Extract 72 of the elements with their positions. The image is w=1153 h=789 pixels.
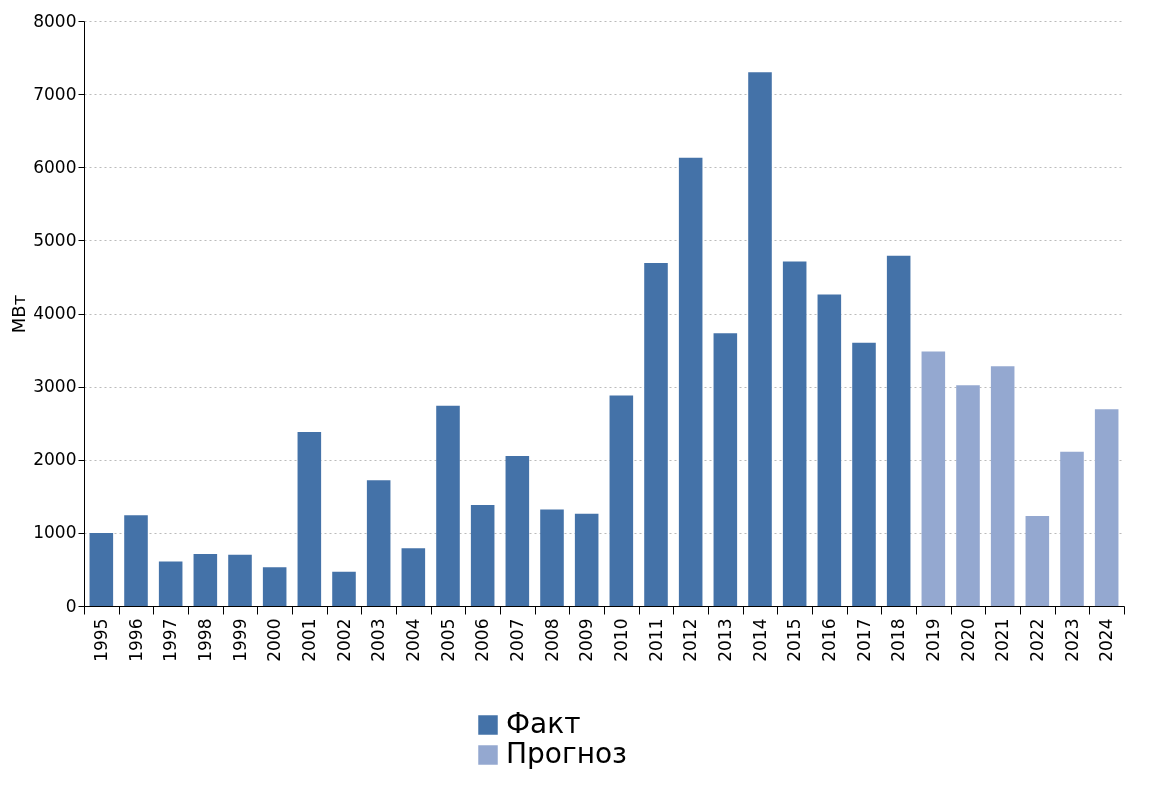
bar: [540, 509, 564, 606]
bar: [505, 456, 530, 606]
x-tick-label: 2021: [992, 618, 1013, 662]
x-tick-label: 2001: [298, 618, 319, 662]
x-tick-label: 2018: [888, 618, 909, 662]
bar: [956, 385, 980, 606]
bar: [401, 548, 426, 606]
x-tick-label: 2008: [541, 618, 562, 662]
x-tick-label: 2003: [368, 618, 389, 662]
x-tick-label: 2000: [264, 618, 285, 662]
bar: [782, 261, 807, 606]
x-tick-label: 2009: [576, 618, 597, 662]
x-tick-label: 2024: [1096, 618, 1117, 662]
bar: [297, 431, 322, 606]
bar: [124, 515, 148, 606]
bar: [89, 532, 114, 606]
y-tick-label: 4000: [33, 303, 77, 323]
x-tick-label: 2004: [402, 618, 423, 662]
x-tick-label: 2010: [610, 618, 631, 662]
x-tick-label: 2019: [922, 618, 943, 662]
bar: [817, 294, 842, 606]
bar: [366, 480, 391, 606]
x-tick-label: 2007: [506, 618, 527, 662]
bar: [678, 157, 703, 606]
y-tick-label: 8000: [33, 10, 77, 31]
y-tick-label: 2000: [33, 449, 77, 470]
x-tick-label: 2006: [472, 618, 493, 662]
bar: [713, 333, 738, 606]
bar: [262, 567, 287, 606]
x-tick-label: 2023: [1061, 618, 1082, 662]
legend-label: Факт: [506, 707, 581, 740]
bar: [332, 571, 356, 606]
bar: [158, 561, 183, 606]
bar: [1094, 409, 1119, 606]
y-tick-label: 5000: [33, 229, 77, 250]
bar: [193, 554, 218, 606]
x-tick-label: 2020: [957, 618, 978, 662]
bar: [748, 72, 772, 606]
x-tick-label: 2022: [1026, 618, 1047, 662]
bar: [644, 263, 668, 606]
x-tick-label: 1995: [90, 618, 111, 662]
bar: [470, 505, 495, 606]
bar: [436, 405, 460, 606]
bar: [1060, 451, 1084, 606]
x-tick-label: 1997: [160, 618, 181, 662]
x-tick-label: 2002: [333, 618, 354, 662]
x-tick-label: 1998: [194, 618, 215, 662]
bar: [1025, 516, 1050, 606]
bar: [852, 342, 876, 606]
x-tick-label: 1999: [229, 618, 250, 662]
bar: [609, 395, 634, 606]
y-tick-label: 1000: [33, 522, 77, 543]
x-tick-label: 2011: [645, 618, 666, 662]
y-tick-label: 3000: [33, 376, 77, 397]
bar: [921, 351, 946, 606]
bar: [228, 554, 252, 606]
x-tick-label: 2013: [714, 618, 735, 662]
x-tick-label: 2015: [784, 618, 805, 662]
y-tick-label: 0: [65, 595, 77, 616]
x-tick-label: 2016: [818, 618, 839, 662]
y-tick-label: 7000: [33, 83, 77, 104]
y-tick-label: 6000: [33, 156, 77, 177]
x-tick-label: 1996: [125, 618, 146, 662]
bar: [886, 255, 911, 606]
x-tick-label: 2014: [749, 618, 770, 662]
x-tick-label: 2017: [853, 618, 874, 662]
y-axis-title: МВт: [8, 294, 30, 334]
bar: [990, 366, 1015, 606]
x-tick-label: 2012: [680, 618, 701, 662]
legend-label: Прогноз: [506, 737, 627, 770]
bar: [574, 513, 599, 606]
x-tick-label: 2005: [437, 618, 458, 662]
